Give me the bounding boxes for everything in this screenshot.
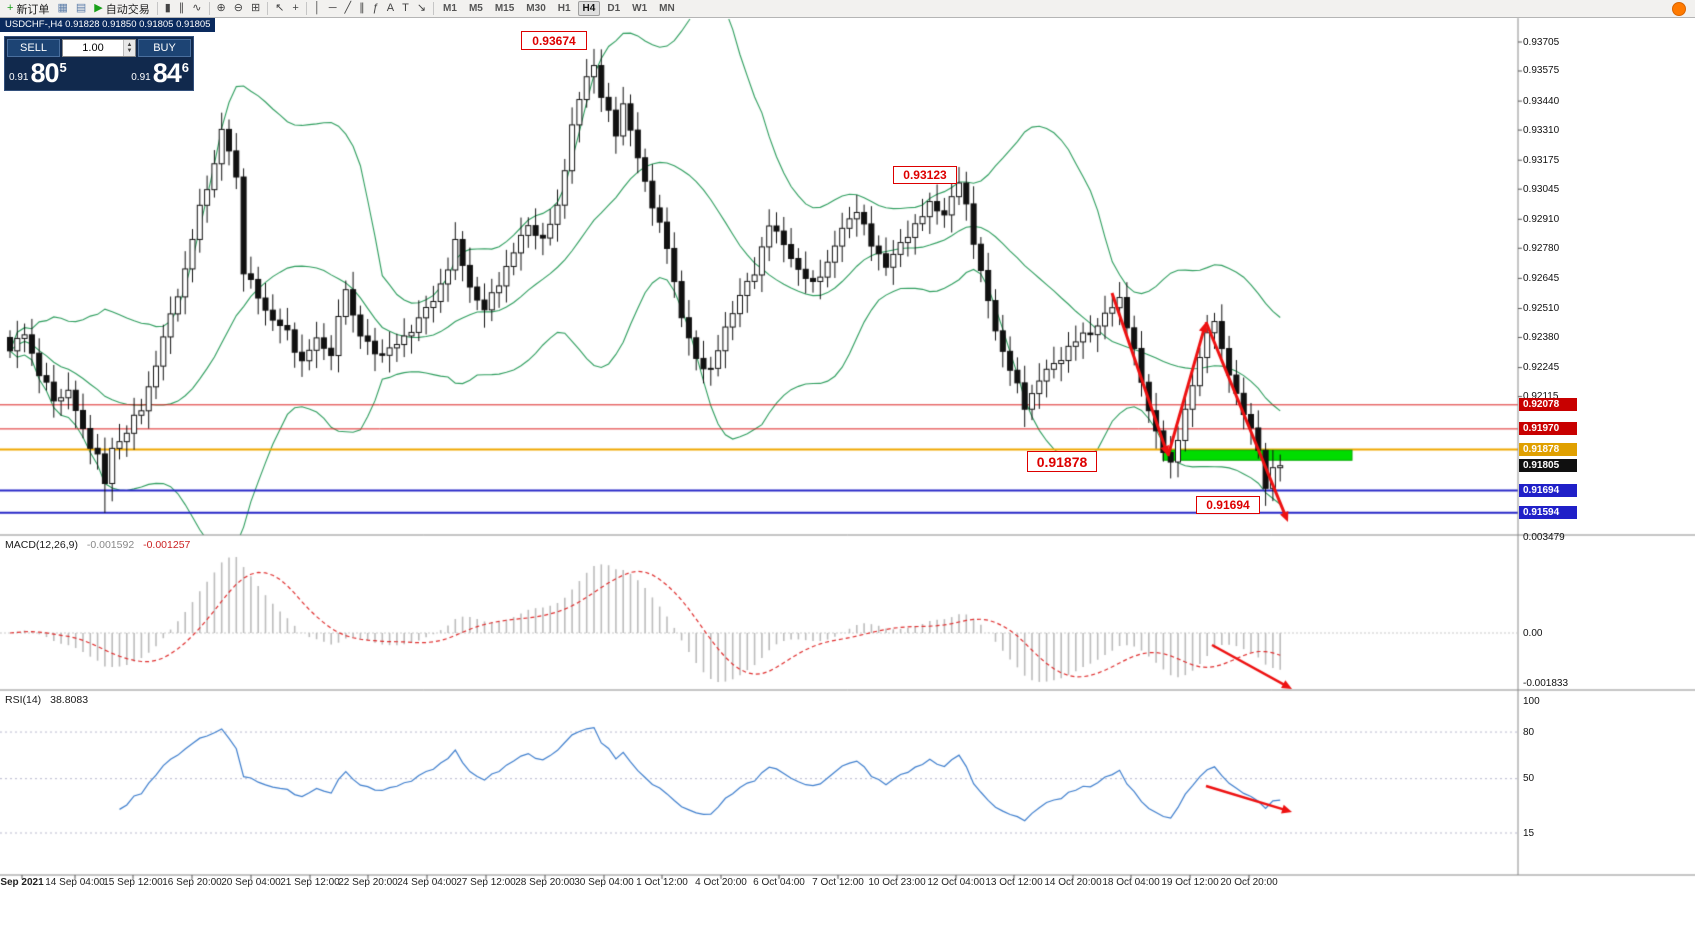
new-order-button[interactable]: + 新订单 (4, 1, 52, 16)
line-chart-icon[interactable]: ∿ (189, 1, 204, 16)
one-click-trading-panel: SELL ▲ ▼ BUY 0.91 80 5 0.91 84 6 (4, 36, 194, 91)
buy-price-big: 84 (152, 58, 182, 88)
buy-button[interactable]: BUY (138, 39, 191, 57)
tile-windows-icon[interactable]: ⊞ (248, 1, 263, 16)
sell-quote: 0.91 80 5 (9, 58, 67, 88)
cursor-icon-glyph: ↖ (275, 2, 285, 14)
crosshair-icon-glyph: + (292, 2, 299, 14)
cursor-icon[interactable]: ↖ (272, 1, 287, 16)
price-annotation[interactable]: 0.91878 (1027, 451, 1097, 472)
auto-trading-button-glyph: ▶ (94, 2, 103, 14)
text-icon-glyph: A (386, 2, 395, 14)
one-click-row-quotes: 0.91 80 5 0.91 84 6 (7, 57, 191, 88)
vertical-line-icon-glyph: │ (313, 2, 321, 14)
text-label-icon[interactable]: T (399, 1, 412, 16)
rsi-indicator-label: RSI(14) 38.8083 (5, 694, 94, 706)
toolbar-separator (433, 2, 435, 15)
macd-indicator-label: MACD(12,26,9) -0.001592 -0.001257 (5, 539, 196, 551)
sell-button[interactable]: SELL (7, 39, 60, 57)
auto-trading-button[interactable]: ▶ 自动交易 (91, 1, 152, 16)
notification-icon[interactable] (1672, 1, 1686, 16)
timeframe-button-m15[interactable]: M15 (494, 3, 515, 14)
zoom-out-icon[interactable]: ⊖ (231, 1, 246, 16)
price-annotation[interactable]: 0.93123 (893, 166, 957, 184)
bar-chart-icon-glyph: ∥ (178, 2, 185, 14)
charts-grid-icon-glyph: ▦ (57, 2, 68, 14)
arrows-tool-icon[interactable]: ↘ (414, 1, 429, 16)
sell-price-big: 80 (30, 58, 59, 88)
auto-trading-button-label: 自动交易 (105, 3, 150, 16)
text-label-icon-glyph: T (402, 2, 409, 14)
trendline-icon-glyph: ╱ (344, 2, 352, 14)
bar-chart-icon[interactable]: ∥ (176, 1, 188, 16)
candlestick-chart-icon-glyph: ▮ (164, 2, 171, 14)
text-icon[interactable]: A (384, 1, 397, 16)
price-annotation[interactable]: 0.91694 (1196, 496, 1260, 514)
toolbar-separator (305, 2, 307, 15)
zoom-in-icon-glyph: ⊕ (216, 2, 226, 14)
market-watch-icon[interactable]: ▤ (73, 1, 89, 16)
timeframe-button-h1[interactable]: H1 (557, 3, 571, 14)
one-click-row-buttons: SELL ▲ ▼ BUY (7, 39, 191, 57)
sell-price-prefix: 0.91 (9, 72, 29, 83)
volume-input[interactable] (63, 40, 123, 56)
toolbar-separator (267, 2, 269, 15)
sell-price-pip: 5 (59, 60, 67, 75)
zoom-in-icon[interactable]: ⊕ (214, 1, 229, 16)
zoom-out-icon-glyph: ⊖ (233, 2, 243, 14)
main-toolbar: + 新订单 ▦ ▤ ▶ 自动交易 ▮ ∥ ∿ ⊕ ⊖ ⊞ ↖ + │ ─ ╱ ∥ ƒ A T ↘ M1 M5 M15 M30 H1 H… (0, 0, 1695, 18)
chart-title-text: USDCHF-,H4 0.91828 0.91850 0.91805 0.918… (5, 19, 211, 30)
volume-control: ▲ ▼ (62, 39, 136, 57)
buy-price-prefix: 0.91 (131, 72, 151, 83)
toolbar-separator (156, 2, 158, 15)
fibonacci-icon-glyph: ƒ (372, 2, 379, 14)
channel-icon-glyph: ∥ (359, 2, 365, 14)
channel-icon[interactable]: ∥ (356, 1, 368, 16)
toolbar-separator (208, 2, 210, 15)
timeframe-button-h4[interactable]: H4 (577, 1, 601, 16)
volume-spinner: ▲ ▼ (123, 40, 135, 56)
fibonacci-icon[interactable]: ƒ (370, 1, 382, 16)
candlestick-chart-icon[interactable]: ▮ (162, 1, 174, 16)
volume-down-button[interactable]: ▼ (126, 48, 133, 54)
timeframe-button-d1[interactable]: D1 (607, 3, 621, 14)
charts-grid-icon[interactable]: ▦ (54, 1, 70, 16)
buy-quote: 0.91 84 6 (131, 58, 189, 88)
horizontal-line-icon[interactable]: ─ (326, 1, 340, 16)
volume-up-button[interactable]: ▲ (126, 42, 133, 48)
timeframe-button-w1[interactable]: W1 (632, 3, 648, 14)
buy-price-pip: 6 (181, 60, 189, 75)
timeframe-button-m5[interactable]: M5 (468, 3, 483, 14)
timeframe-button-m30[interactable]: M30 (526, 3, 546, 14)
rsi-value: 38.8083 (50, 694, 89, 706)
line-chart-icon-glyph: ∿ (192, 2, 202, 14)
macd-value-signal: -0.001257 (143, 539, 191, 551)
crosshair-icon[interactable]: + (289, 1, 301, 16)
market-watch-icon-glyph: ▤ (75, 2, 87, 14)
tile-windows-icon-glyph: ⊞ (250, 2, 261, 14)
new-order-button-label: 新订单 (16, 3, 50, 16)
price-annotation[interactable]: 0.93674 (521, 31, 587, 50)
arrows-tool-icon-glyph: ↘ (416, 2, 427, 14)
macd-name: MACD(12,26,9) (5, 539, 78, 551)
trendline-icon[interactable]: ╱ (341, 1, 354, 16)
chart-window-title: USDCHF-,H4 0.91828 0.91850 0.91805 0.918… (0, 18, 216, 32)
vertical-line-icon[interactable]: │ (311, 1, 324, 16)
new-order-button-glyph: + (7, 2, 14, 14)
timeframe-button-m1[interactable]: M1 (443, 3, 457, 14)
rsi-name: RSI(14) (5, 694, 42, 706)
horizontal-line-icon-glyph: ─ (328, 2, 337, 14)
macd-value-main: -0.001592 (86, 539, 135, 551)
timeframe-button-mn[interactable]: MN (659, 3, 675, 14)
